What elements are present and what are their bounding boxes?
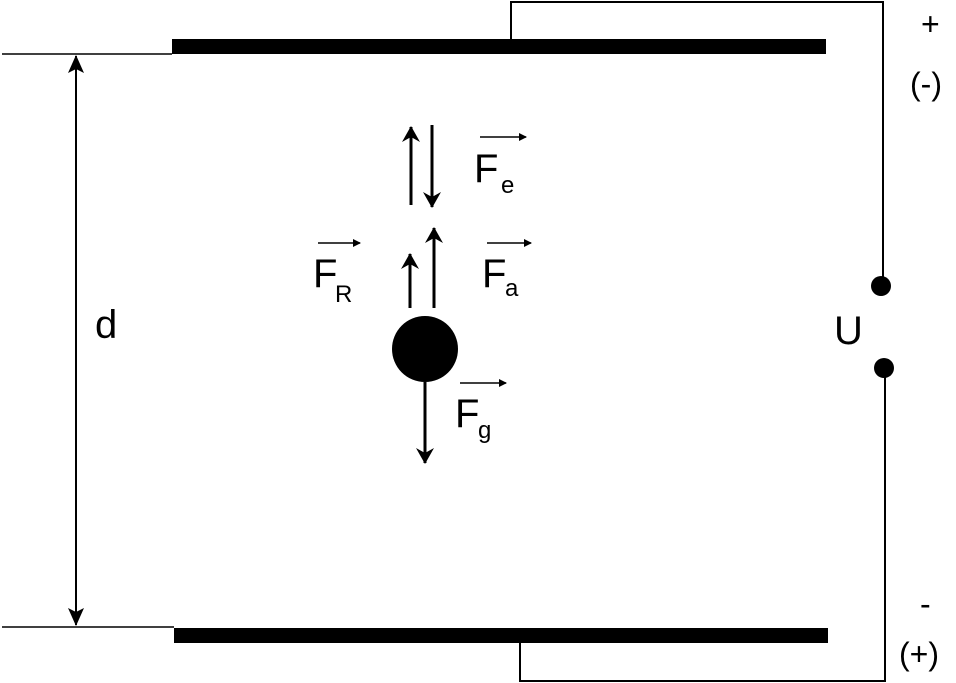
top-wire	[510, 1, 884, 286]
top-polarity-alt: (-)	[910, 66, 942, 102]
buoyancy-force-label: F a	[482, 239, 532, 302]
svg-text:R: R	[335, 281, 352, 308]
bottom-polarity: -	[920, 586, 931, 622]
svg-text:F: F	[313, 252, 337, 296]
gravity-force-label: F g	[455, 379, 507, 444]
bottom-wire	[519, 368, 886, 682]
top-terminal	[871, 276, 891, 296]
svg-text:F: F	[474, 147, 498, 191]
bottom-plate	[174, 628, 828, 643]
svg-text:F: F	[455, 392, 479, 436]
svg-text:F: F	[482, 252, 506, 296]
svg-text:g: g	[478, 417, 491, 444]
top-polarity: +	[921, 6, 940, 42]
bottom-terminal	[874, 358, 894, 378]
voltage-label: U	[834, 309, 863, 353]
bottom-polarity-alt: (+)	[899, 636, 939, 672]
svg-text:a: a	[505, 275, 519, 302]
friction-force-label: F R	[313, 239, 361, 308]
oil-droplet	[392, 316, 458, 382]
svg-text:e: e	[501, 172, 514, 199]
electric-force-label: F e	[474, 133, 527, 199]
top-plate	[172, 39, 826, 54]
distance-label: d	[95, 303, 117, 347]
